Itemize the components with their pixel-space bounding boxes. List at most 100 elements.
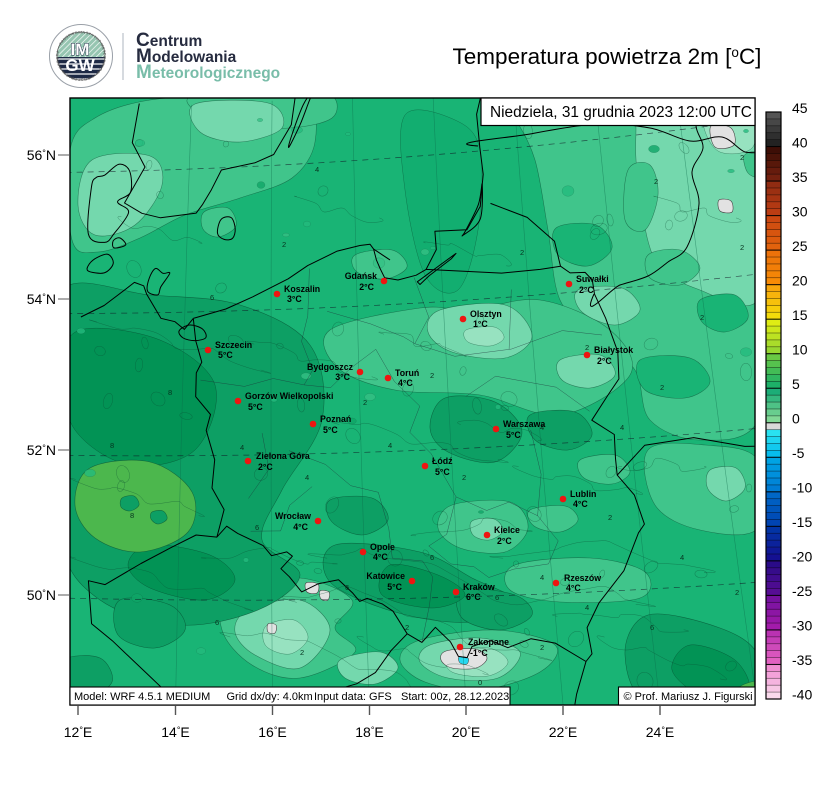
- svg-text:54°N: 54°N: [27, 291, 56, 307]
- svg-text:35: 35: [792, 169, 808, 185]
- svg-text:Meteorologicznego: Meteorologicznego: [136, 62, 280, 83]
- svg-text:2: 2: [520, 248, 524, 257]
- svg-text:Suwałki: Suwałki: [576, 274, 609, 284]
- svg-text:56°N: 56°N: [27, 147, 56, 163]
- svg-text:4: 4: [388, 441, 392, 450]
- svg-text:Lublin: Lublin: [570, 489, 596, 499]
- svg-text:Bydgoszcz: Bydgoszcz: [307, 362, 354, 372]
- svg-text:4: 4: [240, 443, 244, 452]
- svg-text:Rzeszów: Rzeszów: [564, 573, 601, 583]
- svg-text:6: 6: [210, 293, 214, 302]
- svg-text:2: 2: [585, 343, 589, 352]
- svg-text:2: 2: [735, 588, 739, 597]
- svg-text:0: 0: [478, 678, 482, 687]
- svg-text:4: 4: [620, 423, 624, 432]
- svg-text:45: 45: [792, 100, 808, 116]
- svg-text:-35: -35: [792, 652, 812, 668]
- svg-text:2: 2: [700, 313, 704, 322]
- svg-text:Warszawa: Warszawa: [503, 419, 545, 429]
- svg-text:-20: -20: [792, 548, 812, 564]
- svg-text:5°C: 5°C: [218, 350, 233, 360]
- svg-text:8: 8: [110, 441, 114, 450]
- svg-text:Model: WRF 4.5.1 MEDIUM: Model: WRF 4.5.1 MEDIUM: [74, 691, 210, 703]
- svg-text:1°C: 1°C: [473, 319, 488, 329]
- svg-text:10: 10: [792, 341, 808, 357]
- svg-text:Koszalin: Koszalin: [284, 284, 320, 294]
- svg-text:2: 2: [740, 243, 744, 252]
- svg-text:Kraków: Kraków: [463, 582, 495, 592]
- svg-text:2: 2: [300, 648, 304, 657]
- svg-text:IM: IM: [71, 40, 90, 59]
- svg-text:20°E: 20°E: [452, 724, 481, 740]
- svg-text:Modelowania: Modelowania: [136, 46, 237, 67]
- svg-text:4: 4: [305, 473, 309, 482]
- svg-text:Katowice: Katowice: [366, 571, 405, 581]
- svg-text:Wrocław: Wrocław: [275, 511, 311, 521]
- svg-text:Input data: GFS: Input data: GFS: [314, 691, 392, 703]
- svg-text:2: 2: [608, 513, 612, 522]
- svg-text:4: 4: [585, 603, 589, 612]
- svg-text:5°C: 5°C: [248, 402, 263, 412]
- svg-text:4°C: 4°C: [573, 499, 588, 509]
- svg-text:6: 6: [345, 583, 349, 592]
- svg-text:20: 20: [792, 272, 808, 288]
- svg-text:8: 8: [168, 388, 172, 397]
- svg-text:-1°C: -1°C: [470, 648, 488, 658]
- svg-text:Zakopane: Zakopane: [468, 637, 509, 647]
- svg-text:Temperatura powietrza 2m [oC]: Temperatura powietrza 2m [oC]: [453, 44, 762, 69]
- svg-text:6: 6: [495, 593, 499, 602]
- svg-text:4: 4: [540, 573, 544, 582]
- svg-text:Białystok: Białystok: [594, 345, 633, 355]
- svg-text:Poznań: Poznań: [320, 414, 351, 424]
- svg-text:5°C: 5°C: [506, 430, 521, 440]
- svg-text:Opole: Opole: [370, 542, 395, 552]
- svg-text:2: 2: [740, 153, 744, 162]
- svg-text:-25: -25: [792, 583, 812, 599]
- svg-text:25: 25: [792, 238, 808, 254]
- svg-text:4°C: 4°C: [293, 522, 308, 532]
- svg-text:Szczecin: Szczecin: [215, 340, 252, 350]
- svg-text:-5: -5: [792, 445, 805, 461]
- svg-text:© Prof. Mariusz J. Figurski: © Prof. Mariusz J. Figurski: [624, 691, 753, 703]
- svg-text:Gdańsk: Gdańsk: [345, 271, 377, 281]
- svg-text:6: 6: [430, 553, 434, 562]
- svg-text:2°C: 2°C: [579, 285, 594, 295]
- svg-text:2: 2: [654, 177, 658, 186]
- svg-text:5°C: 5°C: [323, 425, 338, 435]
- svg-text:4: 4: [315, 165, 319, 174]
- svg-text:2°C: 2°C: [359, 282, 374, 292]
- svg-text:2: 2: [282, 240, 286, 249]
- svg-text:6: 6: [215, 618, 219, 627]
- svg-text:Łódź: Łódź: [432, 456, 453, 466]
- svg-text:4°C: 4°C: [566, 583, 581, 593]
- svg-text:Olsztyn: Olsztyn: [470, 309, 502, 319]
- svg-text:3°C: 3°C: [335, 372, 350, 382]
- svg-text:0: 0: [792, 410, 800, 426]
- svg-text:18°E: 18°E: [355, 724, 384, 740]
- svg-text:52°N: 52°N: [27, 442, 56, 458]
- svg-text:2: 2: [540, 643, 544, 652]
- svg-text:2°C: 2°C: [497, 536, 512, 546]
- svg-text:2: 2: [660, 383, 664, 392]
- svg-text:6°C: 6°C: [466, 592, 481, 602]
- svg-text:5°C: 5°C: [435, 467, 450, 477]
- svg-text:-30: -30: [792, 617, 812, 633]
- svg-text:12°E: 12°E: [64, 724, 93, 740]
- svg-text:Centrum: Centrum: [136, 30, 202, 51]
- svg-text:-40: -40: [792, 686, 812, 702]
- svg-text:5°C: 5°C: [387, 582, 402, 592]
- svg-text:Zielona Góra: Zielona Góra: [256, 451, 310, 461]
- svg-text:Gorzów Wielkopolski: Gorzów Wielkopolski: [245, 391, 333, 401]
- svg-text:2: 2: [430, 371, 434, 380]
- svg-text:3°C: 3°C: [287, 294, 302, 304]
- svg-text:15: 15: [792, 307, 808, 323]
- svg-text:22°E: 22°E: [549, 724, 578, 740]
- svg-text:30: 30: [792, 203, 808, 219]
- svg-text:2: 2: [405, 623, 409, 632]
- svg-text:2°C: 2°C: [597, 356, 612, 366]
- svg-text:Kielce: Kielce: [494, 525, 520, 535]
- svg-text:Niedziela, 31 grudnia 2023 12:: Niedziela, 31 grudnia 2023 12:00 UTC: [490, 104, 752, 121]
- svg-text:40: 40: [792, 134, 808, 150]
- svg-text:2: 2: [363, 398, 367, 407]
- svg-text:5: 5: [792, 376, 800, 392]
